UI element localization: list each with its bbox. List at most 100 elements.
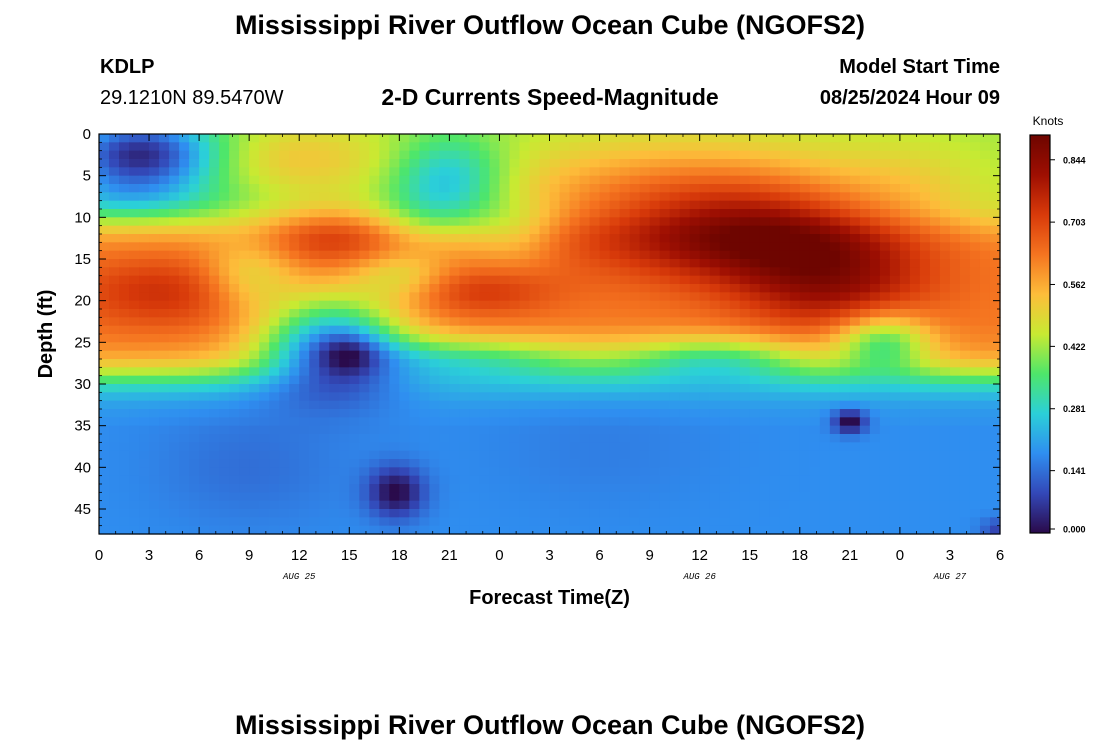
heatmap-cell — [759, 167, 771, 177]
heatmap-cell — [859, 417, 871, 427]
heatmap-cell — [519, 334, 531, 343]
heatmap-cell — [229, 442, 240, 452]
heatmap-cell — [559, 342, 571, 352]
heatmap-cell — [769, 250, 781, 260]
heatmap-cell — [469, 334, 481, 343]
heatmap-cell — [409, 409, 420, 418]
heatmap-cell — [639, 342, 651, 352]
heatmap-cell — [179, 309, 190, 318]
heatmap-cell — [299, 434, 310, 443]
heatmap-cell — [919, 384, 931, 393]
heatmap-cell — [789, 475, 801, 485]
heatmap-cell — [589, 325, 601, 335]
heatmap-cell — [129, 200, 140, 210]
heatmap-cell — [309, 225, 320, 235]
heatmap-cell — [179, 209, 190, 218]
heatmap-cell — [209, 159, 220, 168]
heatmap-cell — [319, 367, 330, 377]
heatmap-cell — [159, 284, 170, 293]
heatmap-cell — [509, 375, 521, 385]
heatmap-cell — [229, 467, 240, 477]
heatmap-cell — [689, 325, 701, 335]
heatmap-cell — [149, 525, 160, 535]
heatmap-cell — [269, 284, 280, 293]
heatmap-cell — [309, 200, 320, 210]
heatmap-cell — [979, 475, 991, 485]
heatmap-cell — [429, 300, 440, 310]
heatmap-cell — [179, 275, 190, 285]
heatmap-cell — [429, 317, 440, 327]
heatmap-cell — [309, 192, 320, 202]
heatmap-cell — [949, 392, 961, 402]
heatmap-cell — [589, 259, 601, 268]
heatmap-cell — [819, 134, 831, 143]
heatmap-cell — [859, 184, 871, 193]
heatmap-cell — [909, 500, 921, 510]
heatmap-cell — [279, 467, 290, 477]
heatmap-cell — [359, 325, 370, 335]
heatmap-cell — [719, 417, 731, 427]
heatmap-cell — [949, 192, 961, 202]
heatmap-cell — [969, 525, 981, 535]
heatmap-cell — [209, 175, 220, 185]
heatmap-cell — [749, 250, 761, 260]
heatmap-cell — [939, 142, 951, 152]
heatmap-cell — [529, 250, 541, 260]
heatmap-cell — [769, 134, 781, 143]
heatmap-cell — [749, 350, 761, 360]
heatmap-cell — [379, 417, 390, 427]
heatmap-cell — [649, 317, 661, 327]
heatmap-cell — [329, 284, 340, 293]
heatmap-cell — [199, 225, 210, 235]
heatmap-cell — [949, 175, 961, 185]
heatmap-cell — [959, 300, 971, 310]
heatmap-cell — [689, 367, 701, 377]
heatmap-cell — [279, 334, 290, 343]
heatmap-cell — [239, 492, 250, 502]
heatmap-cell — [859, 459, 871, 468]
heatmap-cell — [119, 459, 130, 468]
heatmap-cell — [779, 375, 791, 385]
heatmap-cell — [499, 417, 511, 427]
heatmap-cell — [419, 267, 430, 277]
heatmap-cell — [559, 467, 571, 477]
heatmap-cell — [379, 375, 390, 385]
heatmap-cell — [149, 342, 160, 352]
heatmap-cell — [879, 325, 891, 335]
heatmap-cell — [509, 217, 521, 227]
heatmap-cell — [379, 284, 390, 293]
heatmap-cell — [849, 492, 861, 502]
heatmap-cell — [919, 200, 931, 210]
heatmap-cell — [519, 375, 531, 385]
heatmap-cell — [249, 217, 260, 227]
heatmap-cell — [659, 442, 671, 452]
heatmap-cell — [269, 200, 280, 210]
heatmap-cell — [349, 159, 360, 168]
heatmap-cell — [769, 409, 781, 418]
heatmap-cell — [699, 417, 711, 427]
heatmap-cell — [509, 475, 521, 485]
heatmap-cell — [109, 450, 120, 460]
heatmap-cell — [839, 400, 851, 410]
heatmap-cell — [349, 275, 360, 285]
heatmap-cell — [469, 367, 481, 377]
heatmap-cell — [559, 484, 571, 493]
heatmap-cell — [969, 200, 981, 210]
heatmap-cell — [709, 159, 721, 168]
heatmap-cell — [429, 367, 440, 377]
heatmap-cell — [129, 367, 140, 377]
heatmap-cell — [909, 475, 921, 485]
heatmap-cell — [989, 334, 1001, 343]
heatmap-cell — [789, 209, 801, 218]
heatmap-cell — [969, 167, 981, 177]
heatmap-cell — [969, 450, 981, 460]
heatmap-cell — [509, 517, 521, 527]
heatmap-cell — [179, 384, 190, 393]
heatmap-cell — [839, 300, 851, 310]
heatmap-cell — [859, 484, 871, 493]
heatmap-cell — [509, 175, 521, 185]
heatmap-cell — [759, 400, 771, 410]
heatmap-cell — [389, 384, 400, 393]
heatmap-cell — [229, 359, 240, 368]
heatmap-cell — [249, 459, 260, 468]
